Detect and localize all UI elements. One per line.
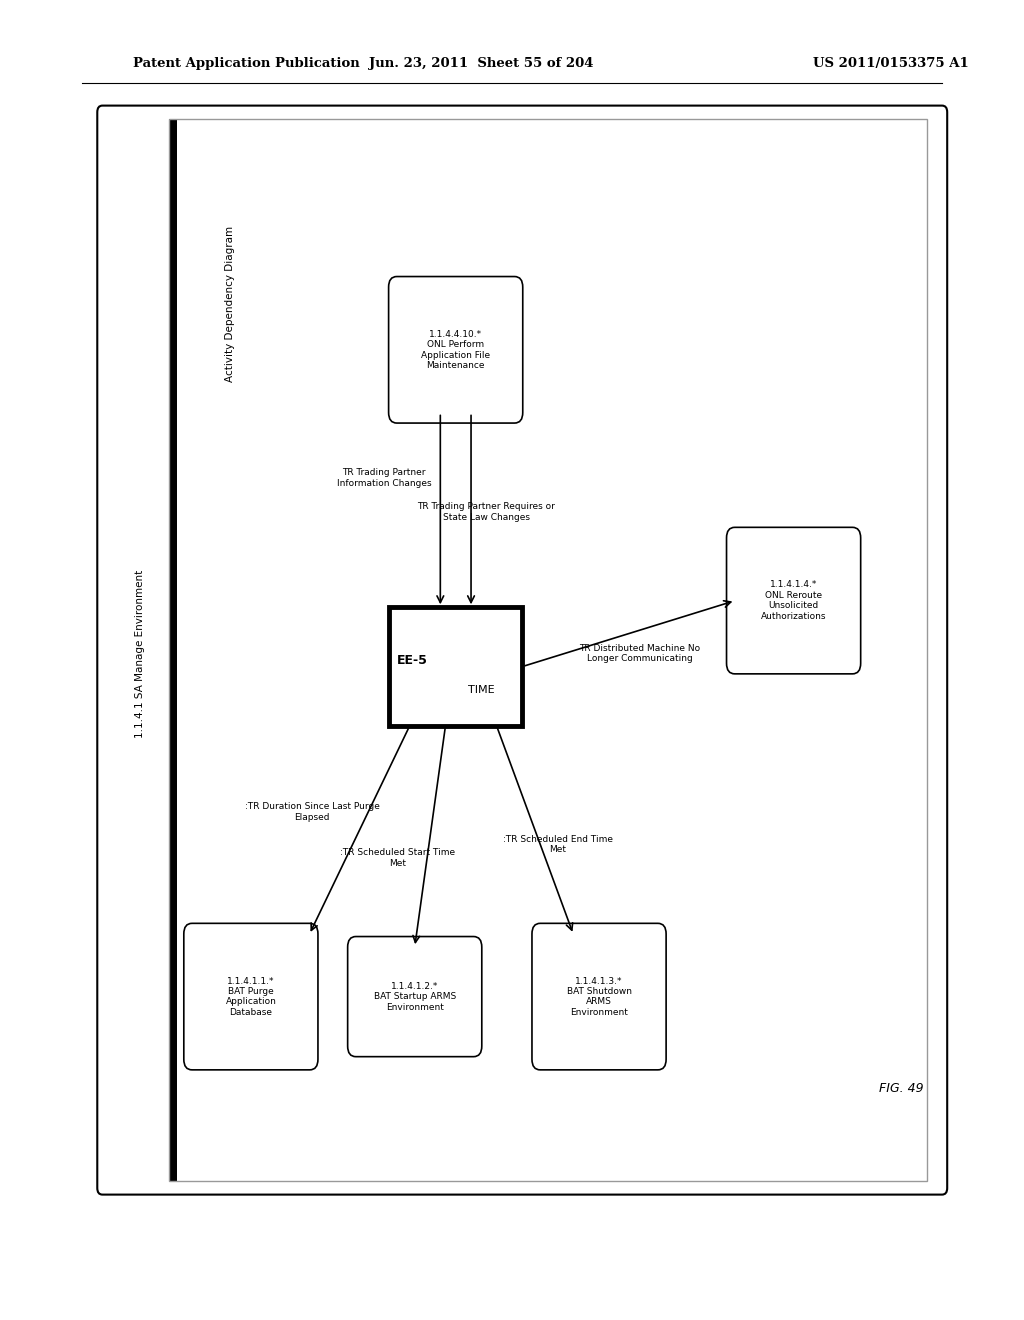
Text: Patent Application Publication: Patent Application Publication [133,57,359,70]
Text: Activity Dependency Diagram: Activity Dependency Diagram [225,226,236,381]
Bar [169,119,177,1181]
FancyBboxPatch shape [532,924,666,1069]
FancyBboxPatch shape [727,527,860,673]
Text: 1.1.4.1.1.*
BAT Purge
Application
Database: 1.1.4.1.1.* BAT Purge Application Databa… [225,977,276,1016]
Text: FIG. 49: FIG. 49 [879,1082,924,1096]
FancyBboxPatch shape [184,924,317,1069]
FancyBboxPatch shape [389,277,522,422]
Text: 1.1.4.1.4.*
ONL Reroute
Unsolicited
Authorizations: 1.1.4.1.4.* ONL Reroute Unsolicited Auth… [761,581,826,620]
Text: 1.1.4.4.10.*
ONL Perform
Application File
Maintenance: 1.1.4.4.10.* ONL Perform Application Fil… [421,330,490,370]
Text: US 2011/0153375 A1: US 2011/0153375 A1 [813,57,969,70]
Text: :TR Scheduled End Time
Met: :TR Scheduled End Time Met [503,836,613,854]
Text: Jun. 23, 2011  Sheet 55 of 204: Jun. 23, 2011 Sheet 55 of 204 [369,57,594,70]
FancyBboxPatch shape [348,937,482,1056]
Text: TR Trading Partner
Information Changes: TR Trading Partner Information Changes [337,469,431,487]
Text: TR Distributed Machine No
Longer Communicating: TR Distributed Machine No Longer Communi… [580,644,700,663]
Text: TR Trading Partner Requires or
State Law Changes: TR Trading Partner Requires or State Law… [418,503,555,521]
Text: 1.1.4.1 SA Manage Environment: 1.1.4.1 SA Manage Environment [135,569,145,738]
Text: :TR Scheduled Start Time
Met: :TR Scheduled Start Time Met [340,849,455,867]
FancyBboxPatch shape [389,607,522,726]
Text: EE-5: EE-5 [397,653,428,667]
FancyBboxPatch shape [97,106,947,1195]
Text: :TR Duration Since Last Purge
Elapsed: :TR Duration Since Last Purge Elapsed [245,803,380,821]
Text: 1.1.4.1.2.*
BAT Startup ARMS
Environment: 1.1.4.1.2.* BAT Startup ARMS Environment [374,982,456,1011]
Text: TIME: TIME [468,685,495,696]
Text: 1.1.4.1.3.*
BAT Shutdown
ARMS
Environment: 1.1.4.1.3.* BAT Shutdown ARMS Environmen… [566,977,632,1016]
